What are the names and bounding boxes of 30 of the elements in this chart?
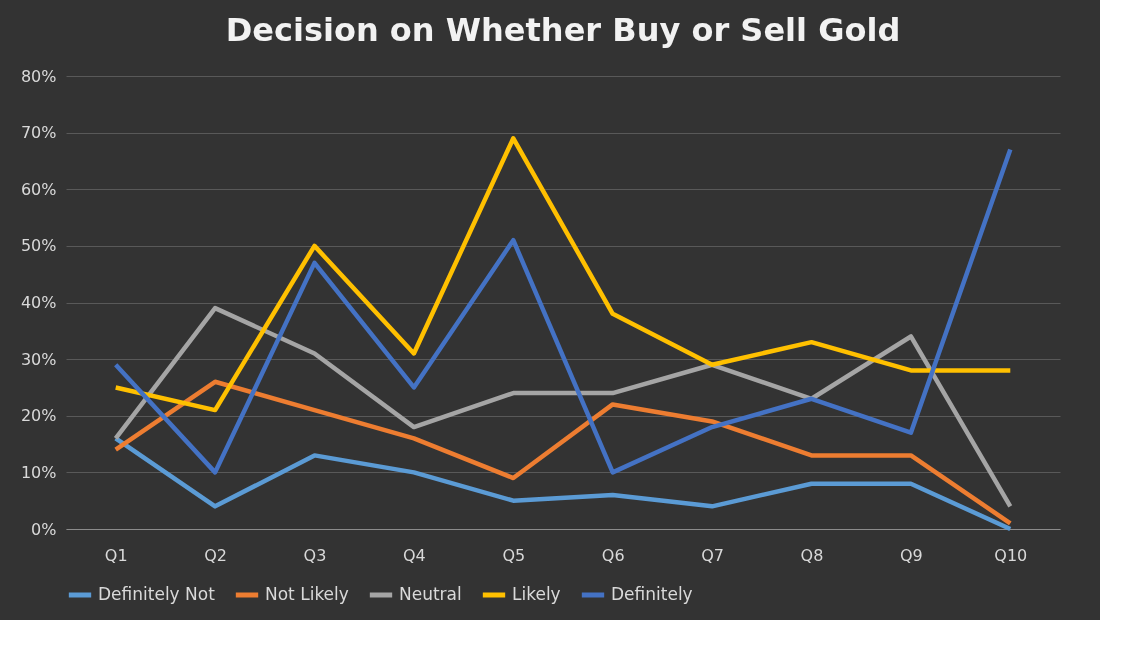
y-tick-label: 10% — [20, 462, 57, 482]
legend-label: Definitely — [611, 584, 693, 604]
y-tick-label: 70% — [20, 123, 57, 143]
x-tick-label: Q1 — [104, 545, 128, 565]
y-tick-label: 20% — [20, 406, 57, 426]
legend-label: Neutral — [399, 584, 462, 604]
y-tick-label: 50% — [20, 236, 57, 256]
x-tick-label: Q7 — [701, 545, 724, 565]
x-tick-label: Q2 — [204, 545, 227, 565]
legend-label: Likely — [512, 584, 561, 604]
y-tick-label: 80% — [20, 66, 57, 86]
chart-title: Decision on Whether Buy or Sell Gold — [225, 11, 901, 49]
x-tick-label: Q9 — [900, 545, 923, 565]
line-series — [113, 136, 1013, 413]
y-tick-label: 60% — [20, 179, 57, 199]
legend-label: Definitely Not — [98, 584, 216, 604]
line-series — [113, 436, 1013, 532]
line-series — [113, 147, 1013, 475]
x-tick-label: Q5 — [502, 545, 526, 565]
x-tick-label: Q6 — [601, 545, 625, 565]
line-series — [113, 305, 1013, 509]
y-tick-label: 40% — [20, 293, 57, 312]
x-tick-label: Q10 — [994, 545, 1028, 565]
x-tick-label: Q3 — [303, 545, 327, 565]
legend-label: Not Likely — [265, 584, 349, 604]
y-tick-label: 0% — [31, 519, 57, 539]
y-tick-label: 30% — [20, 349, 57, 369]
x-tick-label: Q4 — [403, 545, 426, 565]
x-tick-label: Q8 — [800, 545, 824, 565]
line-series — [113, 379, 1013, 526]
